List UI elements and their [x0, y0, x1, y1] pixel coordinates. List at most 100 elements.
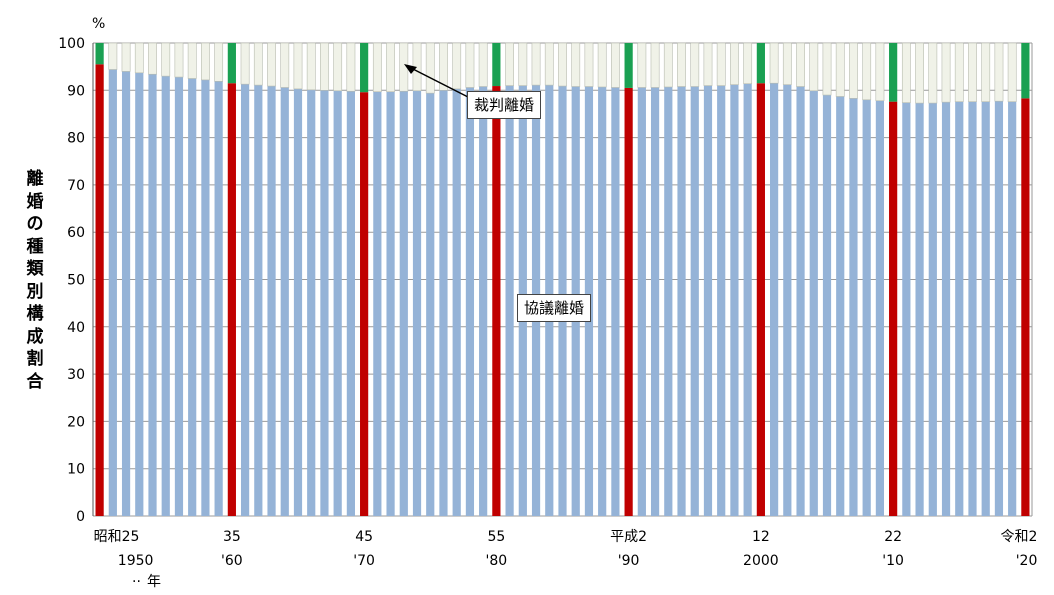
- bar-kyogi-2009: [875, 100, 885, 517]
- x-tick-era-2020: 令和2: [1000, 529, 1037, 545]
- bar-kyogi-1971: [373, 91, 382, 517]
- y-title-char-0: 離: [26, 169, 44, 189]
- x-tick-labels: 昭和25 1950 35 '60 45 '70 55 '80 平成2 '90 12 2000 22 '10…: [94, 529, 1038, 569]
- bar-kyogi-1976: [439, 90, 448, 517]
- bar-saiban-1984: [544, 42, 554, 86]
- y-axis-title: 離婚の種類別構成割合: [22, 168, 48, 393]
- bar-kyogi-1993: [664, 86, 673, 516]
- bar-kyogi-1961: [240, 84, 250, 516]
- bar-kyogi-1958: [201, 79, 210, 517]
- bar-kyogi-2004: [809, 90, 818, 516]
- bar-saiban-1979: [478, 42, 488, 87]
- x-tick-era-2000: 12: [752, 529, 770, 545]
- bar-kyogi-2019: [1008, 101, 1017, 516]
- bar-saiban-1966: [306, 42, 316, 91]
- bar-saiban-1972: [386, 42, 395, 93]
- bar-saiban-1965: [293, 42, 303, 90]
- bar-kyogi-1952: [121, 71, 131, 516]
- x-tick-western-1950: 1950: [118, 553, 154, 569]
- bar-saiban-2001: [769, 42, 779, 84]
- y-title-char-9: 合: [26, 371, 44, 392]
- y-tick-label-70: 70: [67, 178, 85, 194]
- y-title-char-8: 割: [26, 349, 44, 369]
- bar-kyogi-1968: [333, 90, 342, 516]
- bar-kyogi-2010: [889, 101, 898, 516]
- bar-saiban-1961: [240, 42, 250, 85]
- bar-saiban-1991: [637, 42, 647, 88]
- bar-saiban-1983: [531, 42, 541, 86]
- x-tick-era-1980: 55: [487, 529, 505, 545]
- bar-kyogi-1957: [188, 78, 197, 516]
- bar-saiban-1992: [650, 42, 660, 88]
- y-title-char-5: 別: [26, 281, 44, 302]
- bar-saiban-1952: [121, 42, 131, 72]
- y-tick-labels: 0 10 20 30 40 50 60 70 80 90 100: [58, 36, 85, 525]
- y-title-char-7: 成: [26, 326, 44, 347]
- bar-saiban-2007: [849, 42, 858, 99]
- y-unit-label: %: [92, 16, 105, 32]
- bar-kyogi-2008: [862, 99, 871, 516]
- bar-kyogi-1966: [307, 89, 316, 517]
- bar-kyogi-1980: [492, 86, 501, 516]
- y-tick-label-10: 10: [67, 462, 85, 478]
- bar-kyogi-1953: [135, 72, 144, 516]
- bar-kyogi-2018: [994, 101, 1004, 516]
- saiban-arrow: [404, 64, 469, 98]
- x-tick-era-2010: 22: [884, 529, 902, 545]
- bar-saiban-1982: [518, 42, 528, 86]
- bar-saiban-1998: [730, 42, 739, 85]
- bar-saiban-2005: [822, 42, 832, 96]
- bar-saiban-1956: [174, 42, 184, 78]
- bar-saiban-2003: [796, 42, 805, 87]
- bar-kyogi-1959: [214, 81, 223, 517]
- bar-series: [95, 42, 1030, 517]
- bar-kyogi-1990: [624, 87, 633, 516]
- bar-saiban-1989: [611, 42, 620, 88]
- bar-kyogi-1991: [637, 87, 646, 516]
- bar-kyogi-2002: [783, 84, 792, 517]
- y-tick-label-80: 80: [67, 131, 85, 147]
- x-tick-western-2000: 2000: [743, 553, 779, 569]
- bar-kyogi-1997: [717, 85, 726, 516]
- bar-kyogi-1996: [703, 85, 713, 516]
- x-tick-western-2010: '10: [882, 553, 904, 569]
- x-tick-western-2020: '20: [1016, 553, 1038, 569]
- bar-saiban-2006: [835, 42, 845, 97]
- x-tick-western-1990: '90: [618, 553, 640, 569]
- bar-kyogi-1974: [412, 90, 422, 516]
- y-tick-label-60: 60: [67, 225, 85, 241]
- y-tick-label-20: 20: [67, 414, 85, 430]
- bar-saiban-1962: [253, 42, 263, 86]
- bar-saiban-1969: [346, 42, 356, 92]
- bar-saiban-2011: [901, 42, 911, 103]
- bar-kyogi-1979: [479, 86, 488, 517]
- bar-saiban-1975: [425, 42, 435, 94]
- bar-saiban-2004: [809, 42, 819, 92]
- bar-kyogi-1973: [399, 91, 408, 516]
- bar-kyogi-2011: [902, 102, 911, 517]
- bar-saiban-1993: [663, 42, 673, 88]
- annotation-saiban: 裁判離婚: [467, 91, 542, 119]
- bar-kyogi-1998: [730, 84, 739, 517]
- y-tick-label-90: 90: [67, 83, 85, 99]
- bar-saiban-1963: [267, 42, 276, 87]
- bar-kyogi-1960: [227, 83, 236, 516]
- y-tick-label-40: 40: [67, 320, 85, 336]
- bar-kyogi-1969: [346, 91, 355, 516]
- bar-kyogi-2014: [941, 102, 951, 516]
- bar-saiban-2016: [968, 42, 977, 102]
- x-tick-era-1950: 昭和25: [94, 529, 140, 545]
- bar-kyogi-1972: [386, 91, 395, 517]
- bar-saiban-2010: [889, 43, 898, 102]
- bar-saiban-2008: [862, 42, 872, 101]
- bar-kyogi-1981: [505, 85, 514, 516]
- bar-saiban-1988: [597, 42, 607, 88]
- bar-saiban-1977: [452, 42, 462, 90]
- y-tick-label-50: 50: [67, 273, 85, 289]
- y-tick-label-30: 30: [67, 367, 85, 383]
- y-title-char-1: 婚: [26, 191, 44, 212]
- bar-saiban-2015: [954, 42, 964, 102]
- y-title-char-6: 構: [26, 304, 44, 324]
- year-suffix-label: 年: [147, 574, 161, 590]
- bar-saiban-2012: [915, 42, 924, 104]
